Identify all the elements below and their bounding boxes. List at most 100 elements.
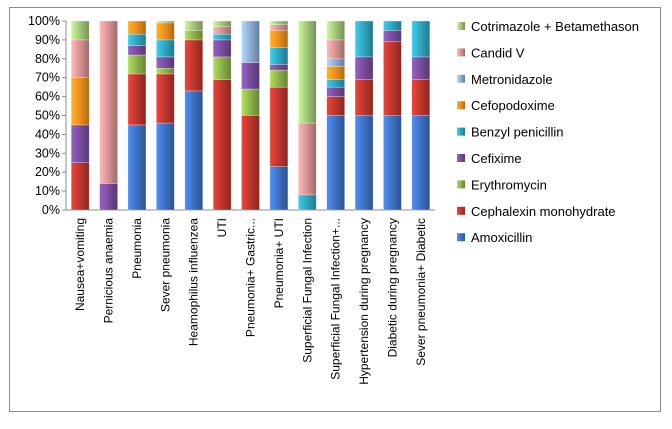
legend-swatch (457, 180, 465, 189)
bar-segment (269, 86, 289, 167)
bar-segment (156, 122, 175, 211)
bar-segment (411, 56, 431, 80)
bar-segment (326, 39, 345, 60)
bar-segment (156, 22, 175, 41)
legend-swatch (457, 206, 465, 215)
x-tick-label: Sever pneumonia+ Diabetic (414, 218, 428, 366)
bar-segment (354, 56, 374, 80)
bar-segment (411, 20, 431, 58)
x-tick-label: Superficial Fungal Infection+... (329, 218, 343, 380)
bar-segment (269, 24, 289, 31)
bar-segment (127, 33, 147, 46)
y-tick-labels: 0% 10% 20% 30% 40% 50% 60% 70% 80% 90% 100% (28, 14, 60, 217)
bars-layer (70, 20, 431, 211)
x-tick-label: Heamophilus influenzea (187, 218, 201, 346)
bar-segment (269, 166, 289, 211)
bar-segment (354, 79, 374, 116)
bar-segment (269, 64, 289, 71)
bar-segment (127, 20, 147, 35)
bar-segment (326, 86, 345, 97)
bar-segment (212, 39, 232, 58)
bar-segment (212, 26, 232, 35)
legend-label: Amoxicillin (471, 230, 532, 245)
bar-segment (70, 39, 90, 78)
legend-swatch (457, 22, 465, 30)
bar-segment (241, 20, 260, 63)
bar-segment (156, 20, 175, 24)
bar-segment (383, 30, 402, 43)
y-tick-label: 40% (35, 127, 60, 141)
bar-segment (241, 115, 260, 211)
x-tick-label: Pneumonia (130, 218, 144, 279)
x-tick-label: Nausea+vomiting (73, 218, 87, 311)
x-tick-label: UTI (215, 218, 229, 237)
bar-segment (156, 68, 175, 75)
bar-segment (354, 20, 374, 58)
bar-segment (127, 54, 147, 75)
y-tick-label: 80% (35, 52, 60, 66)
legend-label: Cefixime (471, 151, 522, 166)
bar-segment (241, 88, 260, 116)
chart-frame: 0% 10% 20% 30% 40% 50% 60% 70% 80% 90% 100% Nausea… (9, 7, 661, 412)
bar-segment (269, 20, 289, 26)
bar-segment (70, 124, 90, 163)
legend-label: Metronidazole (471, 72, 553, 87)
bar-segment (127, 73, 147, 126)
bar-segment (383, 41, 402, 116)
legend-label: Cotrimazole + Betamethason (471, 19, 639, 34)
x-tick-labels: Nausea+vomiting Pernicious anaemia Pneumon… (73, 218, 428, 385)
legend-swatch (457, 127, 465, 136)
x-tick-label: Sever pneumonia (158, 218, 172, 312)
bar-segment (269, 30, 289, 48)
bar-segment (269, 47, 289, 65)
y-tick-label: 60% (35, 90, 60, 104)
bar-segment (156, 39, 175, 58)
legend-swatch (457, 233, 465, 242)
y-tick-label: 30% (35, 146, 60, 160)
y-tick-label: 70% (35, 71, 60, 85)
bar-segment (411, 115, 431, 211)
bar-segment (99, 183, 118, 211)
legend-label: Cephalexin monohydrate (471, 204, 616, 219)
bar-segment (184, 39, 203, 92)
x-tick-label: Diabetic during pregnancy (385, 218, 399, 357)
bar-segment (354, 115, 374, 211)
bar-segment (70, 162, 90, 211)
y-tick-label: 20% (35, 165, 60, 179)
bar-segment (241, 62, 260, 90)
bar-segment (156, 73, 175, 124)
bar-segment (383, 20, 402, 31)
legend: Cotrimazole + Betamethason Candid V Metron… (457, 19, 639, 245)
bar-segment (127, 124, 147, 211)
bar-segment (269, 69, 289, 88)
bar-segment (326, 20, 345, 41)
bar-segment (326, 96, 345, 116)
bar-segment (184, 20, 203, 31)
bar-segment (127, 45, 147, 56)
bar-segment (298, 122, 317, 196)
bar-segment (212, 79, 232, 211)
legend-label: Benzyl penicillin (471, 125, 564, 140)
bar-segment (184, 90, 203, 211)
legend-label: Candid V (471, 45, 525, 60)
y-tick-label: 90% (35, 33, 60, 47)
bar-segment (70, 77, 90, 126)
x-tick-label: Pneumonia+ UTI (272, 218, 286, 308)
bar-segment (326, 79, 345, 88)
y-tick-label: 10% (35, 184, 60, 198)
y-tick-label: 50% (35, 109, 60, 123)
bar-segment (298, 194, 317, 211)
bar-segment (184, 30, 203, 41)
legend-label: Erythromycin (471, 177, 547, 192)
legend-label: Cefopodoxime (471, 98, 555, 113)
legend-swatch (457, 74, 465, 83)
y-tick-label: 100% (28, 14, 60, 28)
legend-swatch (457, 101, 465, 110)
bar-segment (212, 56, 232, 80)
bar-segment (326, 66, 345, 80)
x-tick-label: Hypertension during pregnancy (357, 218, 371, 385)
bar-segment (99, 20, 118, 184)
bar-segment (411, 79, 431, 116)
legend-swatch (457, 154, 465, 162)
x-tick-label: Pernicious anaemia (102, 218, 116, 324)
